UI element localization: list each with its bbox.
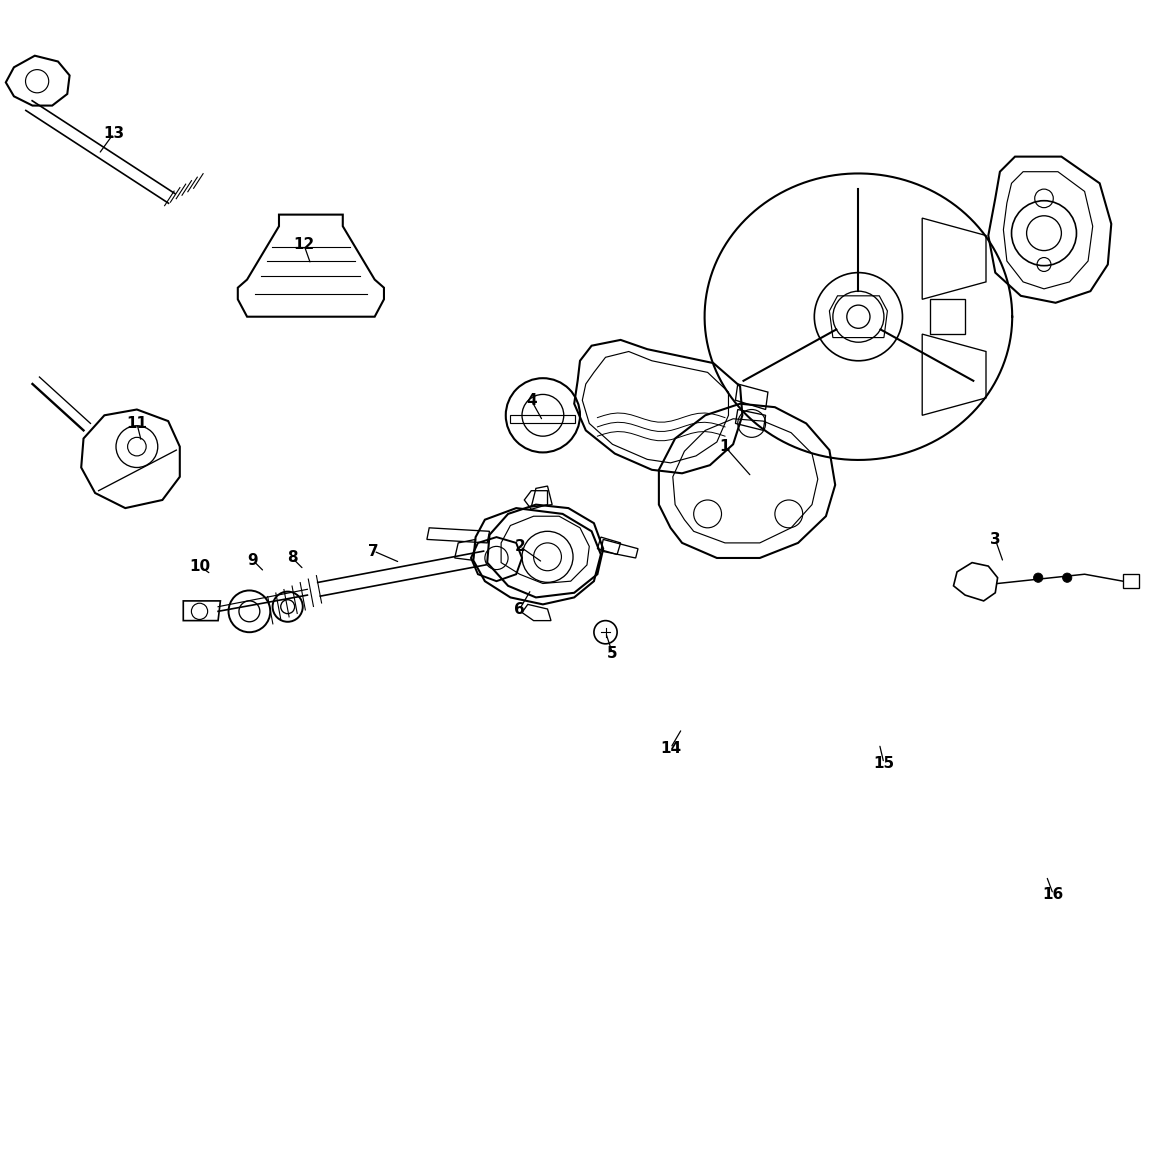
Text: 8: 8 xyxy=(287,551,298,566)
Text: 12: 12 xyxy=(293,237,314,252)
Text: 10: 10 xyxy=(189,559,210,574)
Text: 14: 14 xyxy=(660,741,681,756)
Text: 5: 5 xyxy=(607,645,618,661)
Text: 7: 7 xyxy=(368,544,379,559)
Text: 11: 11 xyxy=(126,415,147,431)
Circle shape xyxy=(1063,573,1072,582)
Text: 13: 13 xyxy=(103,126,124,141)
Text: 16: 16 xyxy=(1043,887,1064,902)
Text: 9: 9 xyxy=(247,553,259,568)
Text: 15: 15 xyxy=(873,756,894,770)
Text: 4: 4 xyxy=(525,393,537,407)
Text: 6: 6 xyxy=(514,601,525,616)
Circle shape xyxy=(1034,573,1043,582)
Text: 1: 1 xyxy=(719,439,731,454)
Text: 3: 3 xyxy=(989,532,1001,547)
Text: 2: 2 xyxy=(514,539,525,554)
